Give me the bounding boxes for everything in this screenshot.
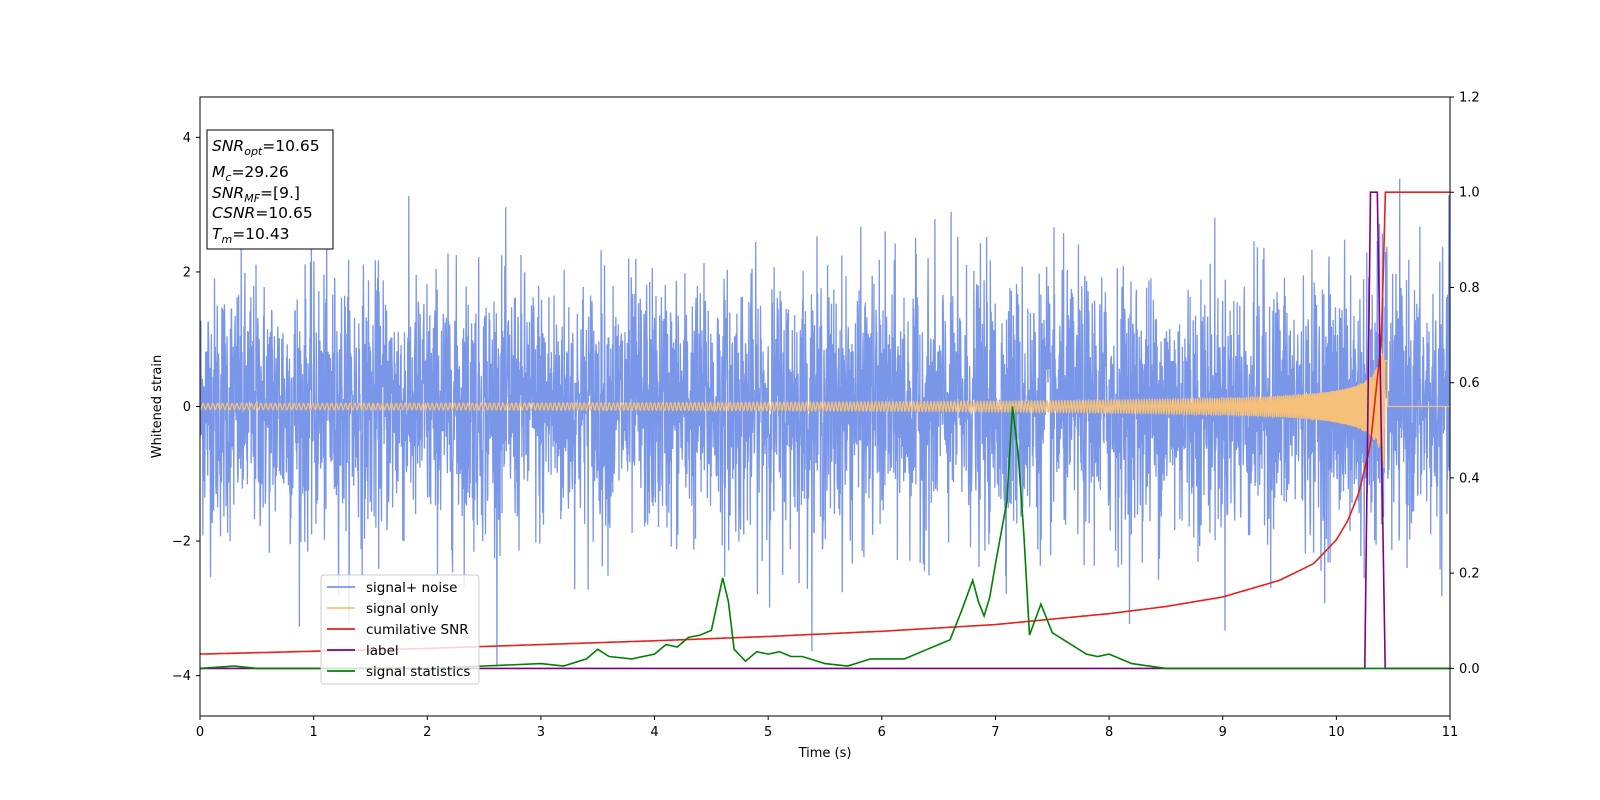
y-tick-label-left: −4 (172, 669, 191, 684)
y-tick-label-right: 0.6 (1459, 376, 1480, 391)
x-tick-label: 10 (1328, 725, 1345, 740)
annotation-line: CSNR=10.65 (212, 204, 313, 222)
legend-entry: signal+ noise (366, 580, 457, 596)
x-tick-label: 6 (878, 725, 886, 740)
legend: signal+ noise signal only cumilative SNR la… (320, 574, 480, 685)
series-signal-statistics (200, 406, 1450, 670)
x-tick-label: 4 (650, 725, 658, 740)
y-tick-label-left: 4 (183, 131, 191, 146)
x-tick-label: 1 (309, 725, 317, 740)
x-axis-label: Time (s) (798, 746, 852, 761)
y-tick-label-left: −2 (172, 535, 191, 550)
x-tick-label: 11 (1442, 725, 1459, 740)
legend-entry: cumilative SNR (366, 622, 469, 638)
annotation-frame (206, 129, 334, 250)
y-axis-label: Whitened strain (150, 355, 165, 458)
x-tick-label: 3 (537, 725, 545, 740)
x-tick-label: 2 (423, 725, 431, 740)
y-tick-label-right: 0.4 (1459, 471, 1480, 486)
y-tick-label-right: 0.8 (1459, 281, 1480, 296)
series-signal-only (200, 343, 1450, 469)
annotation-line: SNRMF=[9.] (212, 184, 300, 205)
y-tick-label-right: 0.2 (1459, 567, 1480, 582)
x-tick-label: 5 (764, 725, 772, 740)
y-tick-label-right: 0.0 (1459, 662, 1480, 677)
x-tick-label: 9 (1219, 725, 1227, 740)
annotation-line: SNRopt=10.65 (212, 137, 320, 158)
axis-ticks: 0 1 2 3 4 5 6 7 8 9 10 11 −4 −2 0 2 4 0.0 0.2 0.4 0.6 0.8 1.0 1… (172, 91, 1480, 741)
legend-entry: signal only (366, 601, 439, 617)
y-tick-label-right: 1.0 (1459, 186, 1480, 201)
x-tick-label: 7 (991, 725, 999, 740)
legend-frame (320, 574, 480, 685)
legend-entry: label (366, 643, 399, 659)
annotation-line: Tm=10.43 (212, 225, 290, 246)
x-tick-label: 8 (1105, 725, 1113, 740)
annotation-line: Mc=29.26 (212, 163, 289, 184)
y-tick-label-left: 0 (183, 400, 191, 415)
legend-entry: signal statistics (366, 664, 470, 680)
x-tick-label: 0 (196, 725, 204, 740)
y-tick-label-left: 2 (183, 265, 191, 280)
y-tick-label-right: 1.2 (1459, 91, 1480, 106)
annotation-box: SNRopt=10.65 Mc=29.26SNRMF=[9.]CSNR=10.65… (206, 129, 334, 250)
